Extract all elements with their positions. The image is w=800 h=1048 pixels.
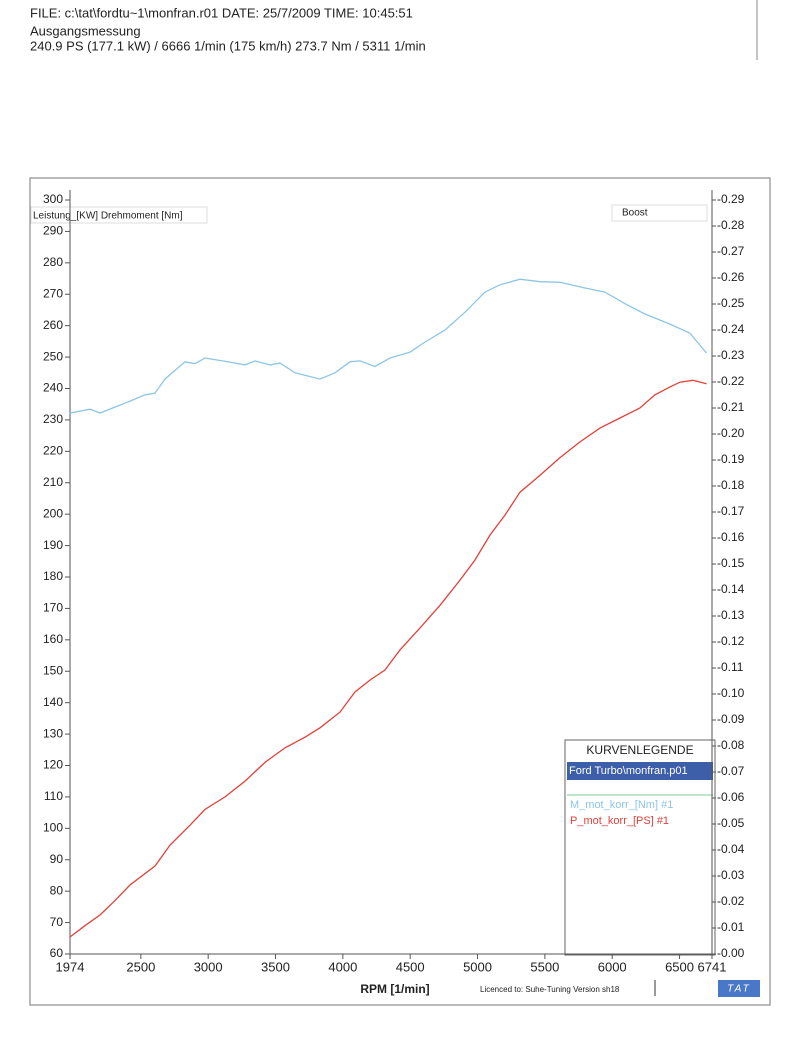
- y2-tick-label: -0.19: [717, 452, 745, 466]
- y-tick-label: 60: [50, 946, 64, 960]
- y-tick-label: 220: [43, 444, 63, 458]
- y2-tick-label: -0.17: [717, 504, 745, 518]
- y-tick-label: 200: [43, 506, 63, 520]
- y-tick-label: 70: [50, 915, 64, 929]
- x-tick-label: 4500: [396, 959, 425, 974]
- y2-tick-label: -0.15: [717, 556, 745, 570]
- y2-tick-label: -0.25: [717, 296, 745, 310]
- y-tick-label: 250: [43, 349, 63, 363]
- y2-tick-label: -0.08: [717, 738, 745, 752]
- y2-tick-label: -0.13: [717, 608, 745, 622]
- y2-tick-label: -0.09: [717, 712, 745, 726]
- y-tick-label: 140: [43, 695, 63, 709]
- x-tick-label: 6000: [598, 959, 627, 974]
- y-tick-label: 230: [43, 412, 63, 426]
- legend-file: Ford Turbo\monfran.p01: [569, 765, 688, 777]
- y-tick-label: 160: [43, 632, 63, 646]
- y-tick-label: 190: [43, 538, 63, 552]
- data-line: [69, 379, 707, 938]
- y2-tick-label: -0.29: [717, 192, 745, 206]
- x-tick-label: 2500: [126, 959, 155, 974]
- y2-tick-label: -0.27: [717, 244, 745, 258]
- y2-tick-label: -0.20: [717, 426, 745, 440]
- y2-tick-label: -0.05: [717, 816, 745, 830]
- y2-tick-label: -0.28: [717, 218, 745, 232]
- x-tick-label: 3500: [261, 959, 290, 974]
- x-tick-label: 1974: [56, 959, 85, 974]
- y2-tick-label: -0.22: [717, 374, 745, 388]
- chart-frame: [29, 177, 771, 1006]
- y2-tick-label: -0.07: [717, 764, 745, 778]
- x-tick-label: 5500: [530, 959, 559, 974]
- x-tick-label: 6741: [698, 959, 727, 974]
- y2-tick-label: -0.12: [717, 634, 745, 648]
- y-tick-label: 300: [43, 192, 63, 206]
- y-tick-label: 170: [43, 601, 63, 615]
- y2-tick-label: -0.10: [717, 686, 745, 700]
- y2-axis-label: Boost: [622, 208, 648, 219]
- brand-box: [718, 980, 760, 997]
- y2-tick-label: -0.14: [717, 582, 745, 596]
- license: Licenced to: Suhe-Tuning Version sh18: [480, 985, 620, 994]
- y2-tick-label: -0.26: [717, 270, 745, 284]
- y-tick-label: 80: [50, 883, 64, 897]
- y2-tick-label: -0.03: [717, 868, 745, 882]
- y-tick-label: 290: [43, 224, 63, 238]
- y-tick-label: 210: [43, 475, 63, 489]
- x-axis-label: RPM [1/min]: [360, 982, 429, 996]
- y2-tick-label: -0.02: [717, 894, 745, 908]
- data-line: [69, 278, 707, 414]
- summary: 240.9 PS (177.1 kW) / 6666 1/min (175 km…: [30, 38, 426, 53]
- y-tick-label: 240: [43, 381, 63, 395]
- y2-tick-label: -0.06: [717, 790, 745, 804]
- y-tick-label: 120: [43, 758, 63, 772]
- y-axis-label: Leistung_[KW] Drehmoment [Nm]: [33, 211, 183, 222]
- measurement: Ausgangsmessung: [30, 23, 141, 38]
- legend-entry: M_mot_korr_[Nm] #1: [570, 799, 673, 811]
- x-tick-label: 5000: [463, 959, 492, 974]
- y-tick-label: 100: [43, 821, 63, 835]
- legend-title: KURVENLEGENDE: [586, 743, 693, 757]
- y-tick-label: 150: [43, 663, 63, 677]
- y-tick-label: 90: [50, 852, 64, 866]
- y2-tick-label: -0.01: [717, 920, 745, 934]
- y2-tick-label: -0.23: [717, 348, 745, 362]
- x-tick-label: 4000: [328, 959, 357, 974]
- legend-file-bg: [567, 762, 713, 780]
- y-label-box: [30, 206, 208, 224]
- y2-label-box: [611, 204, 708, 222]
- x-tick-label: 3000: [194, 959, 223, 974]
- x-tick-label: 6500: [665, 959, 694, 974]
- y-tick-label: 280: [43, 255, 63, 269]
- y2-tick-label: -0.11: [717, 660, 744, 674]
- y2-tick-label: -0.04: [717, 842, 745, 856]
- y-tick-label: 260: [43, 318, 63, 332]
- y-tick-label: 180: [43, 569, 63, 583]
- y2-tick-label: -0.18: [717, 478, 745, 492]
- y-tick-label: 270: [43, 286, 63, 300]
- y2-tick-label: -0.00: [717, 946, 745, 960]
- y2-tick-label: -0.16: [717, 530, 745, 544]
- y-tick-label: 110: [44, 789, 63, 803]
- y-tick-label: 130: [43, 726, 63, 740]
- legend-entry: P_mot_korr_[PS] #1: [570, 815, 669, 827]
- brand: TAT: [727, 984, 750, 995]
- y2-tick-label: -0.24: [717, 322, 745, 336]
- file-line: FILE: c:\tat\fordtu~1\monfran.r01 DATE: …: [30, 5, 413, 20]
- y2-tick-label: -0.21: [717, 400, 745, 414]
